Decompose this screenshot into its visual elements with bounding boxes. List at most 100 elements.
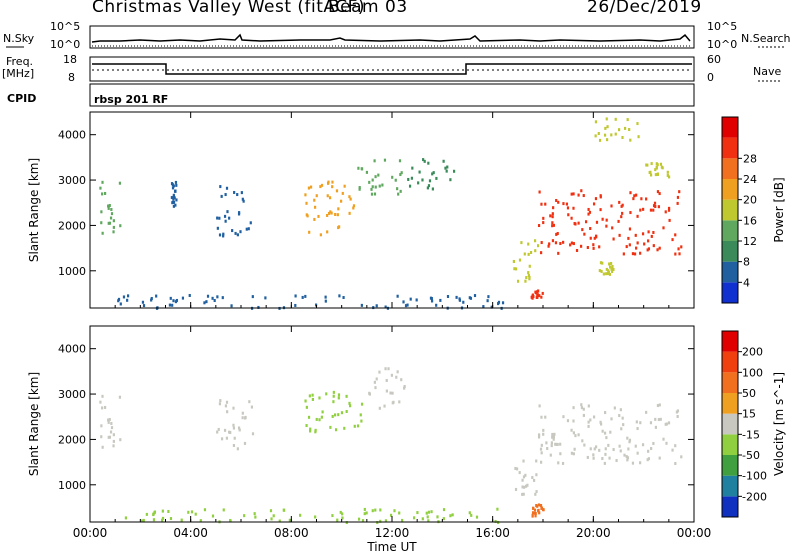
data-cell (101, 394, 104, 398)
data-cell (552, 223, 555, 227)
x-axis-label: Time UT (366, 540, 417, 554)
data-cell (216, 295, 219, 299)
data-cell (572, 206, 575, 210)
data-cell (435, 176, 438, 180)
data-cell (374, 175, 377, 179)
data-cell (313, 217, 316, 221)
data-cell (680, 455, 683, 459)
colorbar-bin (722, 158, 738, 179)
data-cell (593, 236, 596, 240)
beam-label: Beam 03 (328, 0, 408, 17)
data-cell (598, 138, 602, 142)
data-cell (122, 295, 126, 299)
data-cell (348, 211, 351, 215)
freq-trace (92, 63, 692, 75)
x-tick-label: 20:00 (576, 526, 611, 540)
data-cell (345, 394, 348, 398)
data-cell (264, 296, 267, 300)
data-cell (100, 435, 103, 439)
data-cell (161, 518, 164, 522)
data-cell (612, 237, 615, 241)
data-cell (665, 441, 668, 445)
data-cell (605, 218, 608, 222)
data-cell (417, 181, 420, 185)
data-cell (589, 227, 592, 231)
data-cell (219, 185, 222, 189)
data-cell (612, 268, 615, 272)
colorbar-tick-label: 200 (742, 346, 763, 359)
data-cell (534, 514, 537, 518)
data-cell (551, 221, 554, 225)
data-cell (337, 225, 341, 229)
data-cell (373, 159, 376, 163)
colorbar-tick-label: -100 (742, 470, 767, 483)
data-cell (575, 248, 579, 252)
data-region (537, 403, 683, 466)
data-cell (107, 206, 110, 210)
data-cell (531, 296, 534, 300)
data-cell (223, 214, 227, 218)
data-cell (216, 226, 219, 230)
data-cell (540, 443, 543, 447)
data-cell (538, 190, 541, 194)
data-region (216, 185, 252, 238)
data-cell (233, 190, 236, 194)
data-cell (541, 291, 544, 295)
data-cell (108, 221, 112, 225)
data-cell (301, 295, 304, 299)
data-cell (118, 181, 122, 185)
data-cell (199, 519, 202, 523)
data-cell (124, 516, 128, 520)
data-cell (553, 432, 556, 436)
data-cell (247, 227, 250, 231)
data-cell (126, 294, 130, 298)
data-cell (107, 418, 110, 422)
data-cell (169, 517, 173, 521)
data-cell (531, 476, 534, 480)
data-cell (516, 467, 519, 471)
colorbar-tick-label: 50 (742, 387, 756, 400)
data-cell (572, 192, 575, 196)
data-cell (647, 230, 650, 234)
data-cell (398, 511, 401, 515)
data-cell (324, 295, 327, 299)
data-cell (108, 417, 111, 421)
data-cell (487, 295, 490, 299)
y-tick-label: 1000 (58, 479, 86, 492)
data-cell (649, 421, 653, 425)
data-cell (627, 236, 630, 240)
data-cell (172, 184, 175, 188)
x-tick-label: 16:00 (475, 526, 510, 540)
data-cell (625, 245, 628, 249)
data-cell (547, 244, 550, 248)
data-cell (384, 305, 387, 309)
data-cell (592, 453, 595, 457)
data-cell (304, 399, 307, 403)
data-cell (613, 406, 616, 410)
data-cell (171, 303, 174, 307)
data-cell (436, 515, 439, 519)
data-cell (397, 192, 400, 196)
colorbar-bin (722, 241, 738, 262)
data-cell (313, 205, 317, 209)
data-cell (518, 258, 522, 262)
data-cell (678, 190, 681, 194)
data-cell (664, 422, 667, 426)
data-cell (112, 230, 115, 234)
data-cell (423, 159, 426, 163)
x-tick-label: 00:00 (73, 526, 108, 540)
data-cell (605, 117, 608, 121)
data-cell (606, 125, 609, 129)
x-tick-label: 12:00 (375, 526, 410, 540)
data-cell (529, 250, 533, 254)
data-cell (676, 415, 679, 419)
data-cell (331, 514, 334, 518)
data-cell (442, 159, 445, 163)
data-region (357, 158, 403, 196)
data-cell (233, 436, 236, 440)
data-cell (232, 443, 236, 447)
data-cell (336, 518, 339, 522)
data-cell (626, 458, 629, 462)
colorbar-bin (722, 351, 738, 373)
data-cell (243, 441, 247, 445)
